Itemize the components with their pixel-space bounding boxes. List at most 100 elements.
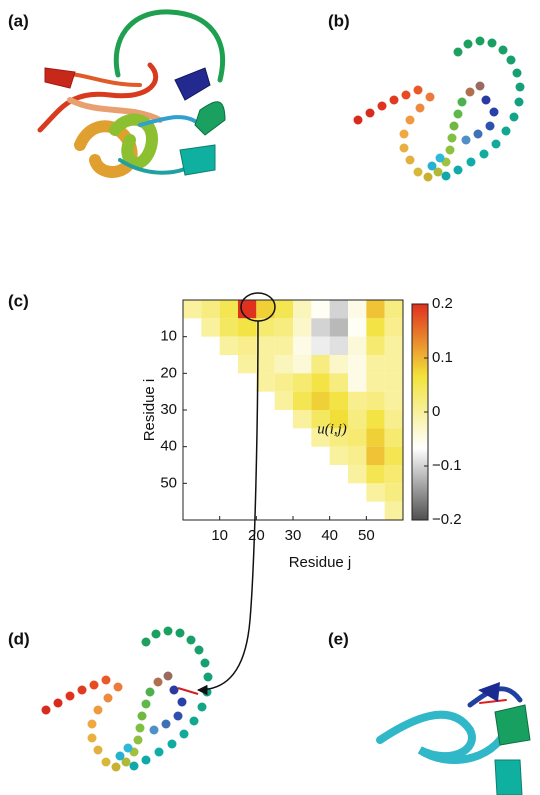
bead <box>134 736 143 745</box>
heat-cell <box>220 337 238 355</box>
heat-cell <box>201 318 219 336</box>
heat-cell <box>348 355 366 373</box>
bead <box>490 108 499 117</box>
panel-label: (d) <box>8 629 30 648</box>
bead <box>428 162 437 171</box>
bead <box>516 83 525 92</box>
bead <box>466 88 475 97</box>
bead <box>142 700 151 709</box>
heat-cell <box>330 392 348 410</box>
heat-cell <box>293 337 311 355</box>
bead <box>378 102 387 111</box>
y-tick-label: 10 <box>160 328 177 345</box>
heat-cell <box>366 355 384 373</box>
bead <box>174 712 183 721</box>
heat-cell <box>348 373 366 391</box>
bead <box>390 96 399 105</box>
heat-cell <box>256 373 274 391</box>
bead <box>162 720 171 729</box>
bead <box>78 686 87 695</box>
bead <box>474 130 483 139</box>
bead <box>400 130 409 139</box>
heat-cell <box>256 355 274 373</box>
colorbar-tick-label: −0.1 <box>432 457 462 474</box>
bead <box>190 717 199 726</box>
colorbar-tick-label: 0.1 <box>432 349 453 366</box>
bead <box>454 48 463 57</box>
bead <box>146 688 155 697</box>
bead <box>176 629 185 638</box>
bead <box>114 683 123 692</box>
bead <box>482 96 491 105</box>
heat-cell <box>311 300 329 318</box>
bead <box>204 673 213 682</box>
bead <box>124 744 133 753</box>
bead <box>462 136 471 145</box>
bead <box>164 627 173 636</box>
heat-cell <box>256 337 274 355</box>
bead <box>142 756 151 765</box>
heat-cell <box>366 447 384 465</box>
heat-cell <box>385 483 403 501</box>
heat-cell <box>201 300 219 318</box>
bead <box>138 712 147 721</box>
bead <box>102 758 111 767</box>
heat-cell <box>330 318 348 336</box>
bead <box>480 150 489 159</box>
bead <box>150 726 159 735</box>
bead <box>426 93 435 102</box>
panel-label: (a) <box>8 11 29 30</box>
bead <box>168 740 177 749</box>
bead <box>400 144 409 153</box>
bead <box>499 46 508 55</box>
bead <box>116 752 125 761</box>
heat-cell <box>311 373 329 391</box>
annotation: u(i,j) <box>317 421 347 437</box>
bead <box>424 173 433 182</box>
heat-cell <box>348 410 366 428</box>
bead <box>464 40 473 49</box>
heat-cell <box>311 337 329 355</box>
bead <box>88 720 97 729</box>
figure: (a) (b) (c) (d) (e) 10203040501020304050… <box>0 0 540 795</box>
heat-cell <box>275 373 293 391</box>
bead <box>187 636 196 645</box>
bead <box>90 681 99 690</box>
heat-cell <box>385 465 403 483</box>
colorbar-tick-label: 0.2 <box>432 295 453 312</box>
heat-cell <box>385 318 403 336</box>
heatmap: 102030405010203040500.20.10−0.1−0.2 <box>160 295 461 544</box>
heat-cell <box>311 392 329 410</box>
bead <box>88 734 97 743</box>
heat-cell <box>275 318 293 336</box>
heat-cell <box>348 300 366 318</box>
bead <box>510 113 519 122</box>
y-tick-label: 50 <box>160 474 177 491</box>
bead-model <box>354 37 525 182</box>
heat-cell <box>275 355 293 373</box>
heat-cell <box>385 447 403 465</box>
heat-cell <box>366 337 384 355</box>
bead <box>94 706 103 715</box>
heat-cell <box>220 300 238 318</box>
contact-line <box>178 688 198 694</box>
bead-model <box>42 627 213 772</box>
bead <box>102 676 111 685</box>
bead <box>104 694 113 703</box>
bead <box>66 692 75 701</box>
heat-cell <box>366 465 384 483</box>
bead <box>152 630 161 639</box>
bead <box>450 122 459 131</box>
bead <box>54 699 63 708</box>
heat-cell <box>330 300 348 318</box>
bead <box>442 172 451 181</box>
bead <box>446 146 455 155</box>
heat-cell <box>366 318 384 336</box>
colorbar-tick-label: 0 <box>432 403 440 420</box>
heat-cell <box>366 300 384 318</box>
bead <box>502 127 511 136</box>
bead <box>476 37 485 46</box>
y-tick-label: 30 <box>160 401 177 418</box>
heat-cell <box>311 355 329 373</box>
bead <box>414 168 423 177</box>
